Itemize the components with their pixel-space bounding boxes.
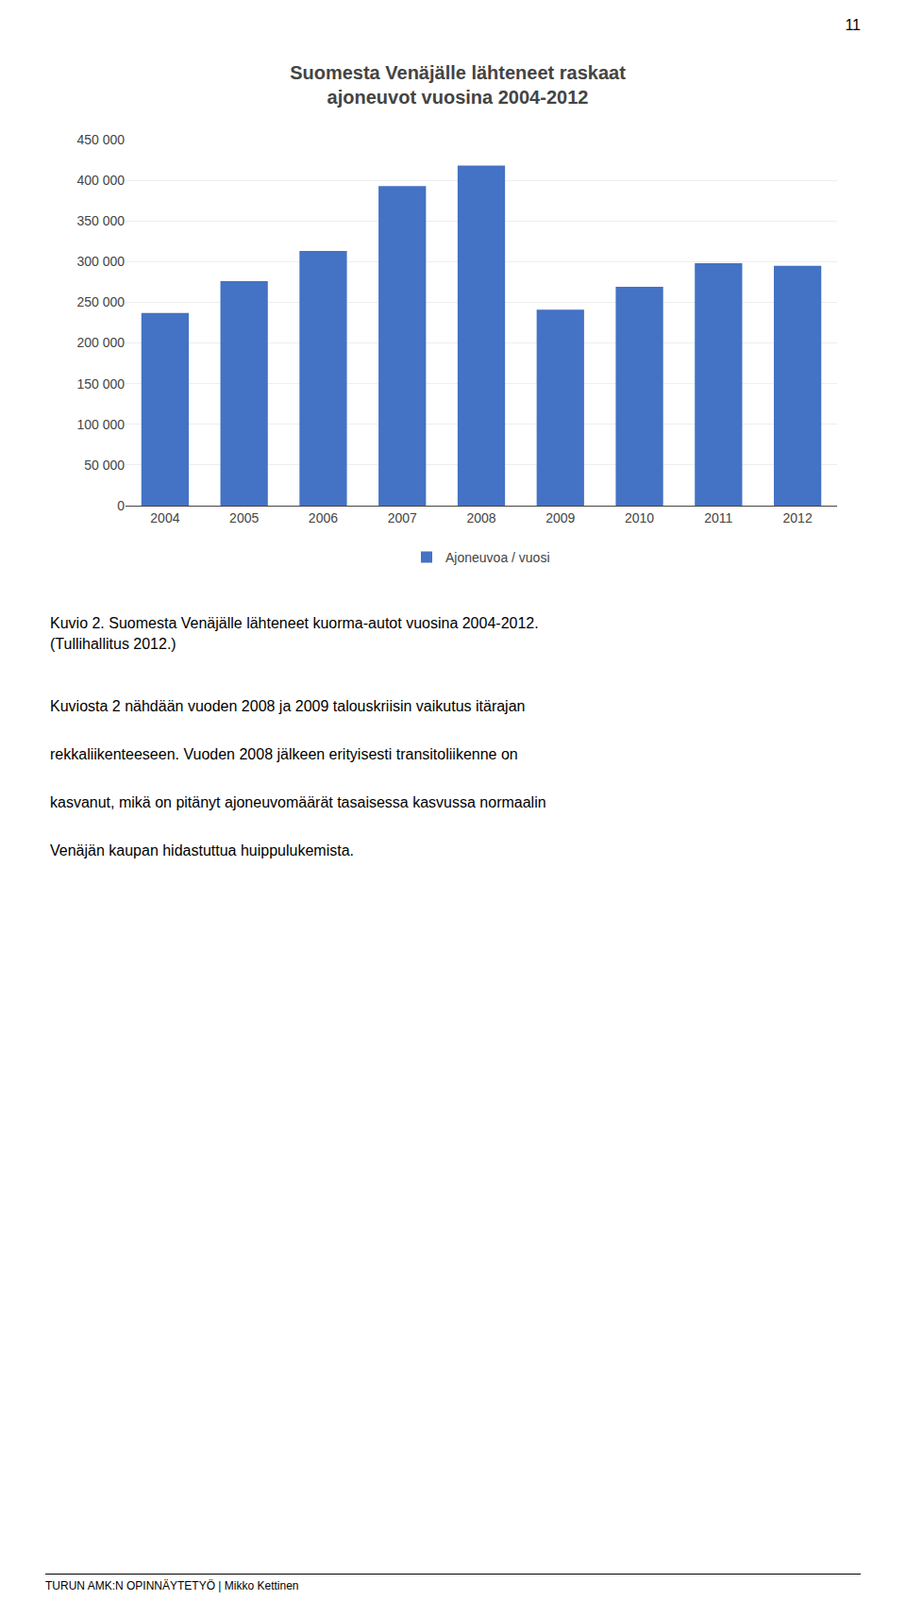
svg-text:2009: 2009 xyxy=(545,510,575,526)
svg-text:400 000: 400 000 xyxy=(76,172,125,188)
svg-text:0: 0 xyxy=(117,498,125,514)
svg-text:2012: 2012 xyxy=(783,510,813,526)
html-text:Kuviosta 2 nähdään vuoden 2008: Kuviosta 2 nähdään vuoden 2008 ja 2009 t… xyxy=(50,698,526,715)
html-text:Kuvio 2. Suomesta Venäjälle lä: Kuvio 2. Suomesta Venäjälle lähteneet ku… xyxy=(50,615,539,632)
svg-text:2005: 2005 xyxy=(229,510,259,526)
svg-text:450 000: 450 000 xyxy=(76,132,125,148)
svg-text:2010: 2010 xyxy=(624,510,655,526)
svg-text:100 000: 100 000 xyxy=(76,417,125,433)
svg-text:2008: 2008 xyxy=(466,510,496,526)
svg-text:2004: 2004 xyxy=(150,510,180,526)
html-text:TURUN AMK:N OPINNÄYTETYÖ | Mik: TURUN AMK:N OPINNÄYTETYÖ | Mikko Kettine… xyxy=(45,1579,299,1594)
svg-text:Ajoneuvoa / vuosi: Ajoneuvoa / vuosi xyxy=(445,550,551,566)
html-text:rekkaliikenteeseen. Vuoden 200: rekkaliikenteeseen. Vuoden 2008 jälkeen … xyxy=(50,746,518,763)
svg-text:150 000: 150 000 xyxy=(76,376,125,392)
html-text:(Tullihallitus 2012.): (Tullihallitus 2012.) xyxy=(50,636,177,653)
svg-text:Suomesta Venäjälle lähteneet r: Suomesta Venäjälle lähteneet raskaatajon… xyxy=(289,62,626,108)
svg-text:2011: 2011 xyxy=(704,510,733,526)
html-text:Venäjän kaupan hidastuttua hui: Venäjän kaupan hidastuttua huippulukemis… xyxy=(50,842,354,859)
svg-text:200 000: 200 000 xyxy=(76,335,125,351)
svg-text:300 000: 300 000 xyxy=(76,253,125,269)
svg-text:350 000: 350 000 xyxy=(76,213,125,229)
html-text:11: 11 xyxy=(845,16,861,34)
html-text:kasvanut, mikä on pitänyt ajon: kasvanut, mikä on pitänyt ajoneuvomäärät… xyxy=(50,794,547,811)
svg-text:2007: 2007 xyxy=(387,510,418,526)
svg-text:250 000: 250 000 xyxy=(76,294,125,310)
svg-text:2006: 2006 xyxy=(308,510,338,526)
svg-text:50 000: 50 000 xyxy=(83,457,125,473)
